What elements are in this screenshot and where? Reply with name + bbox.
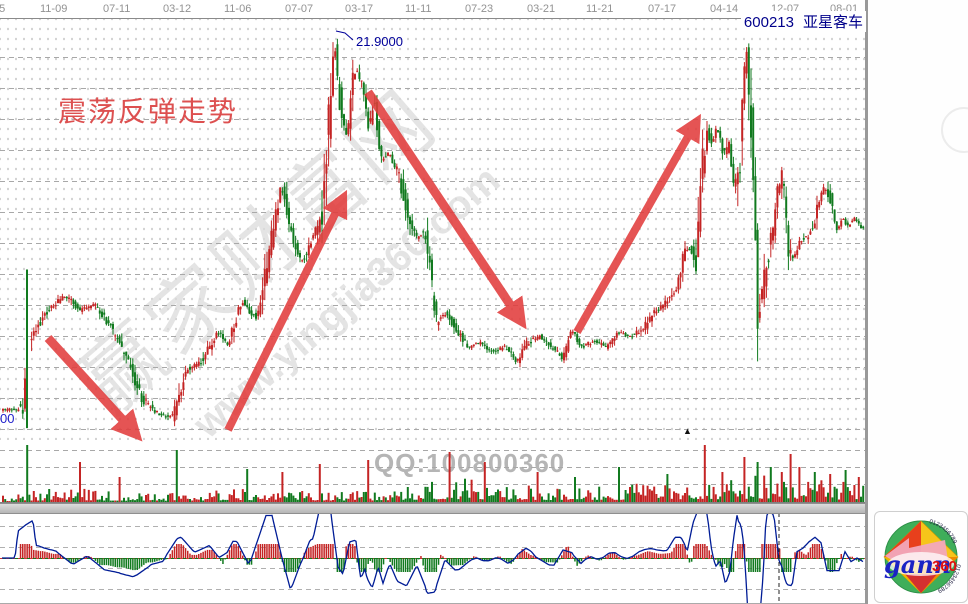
price-pane[interactable] (0, 19, 866, 440)
right-border (865, 0, 868, 604)
stock-title: 600213 亚星客车 (740, 11, 866, 32)
logo-text-gann: gann (884, 550, 951, 579)
logo-text-360: 360 (932, 558, 957, 575)
stock-name: 亚星客车 (802, 14, 863, 31)
axis-date-label: 03-17 (345, 3, 374, 15)
axis-date-label: 11-21 (586, 3, 614, 15)
axis-date-label: 11-11 (405, 3, 432, 15)
left-axis-price-label: 00 (0, 411, 15, 426)
gann360-logo: gann 360 0123456789 0123456789 (874, 511, 968, 603)
gann360-logo-graphic: gann 360 0123456789 0123456789 (883, 519, 961, 594)
axis-date-label: 11-06 (224, 3, 252, 15)
axis-date-label: 03-21 (527, 3, 556, 15)
stock-code: 600213 (743, 14, 794, 31)
top-axis-line (0, 18, 868, 19)
axis-date-label: 07-17 (648, 3, 677, 15)
axis-date-label: 11-09 (40, 3, 68, 15)
pane-splitter[interactable] (0, 503, 866, 514)
peak-price-label: 21.9000 (356, 34, 403, 49)
axis-date-label: 04-14 (710, 3, 739, 15)
triangle-marker-icon: ▲ (683, 426, 692, 436)
axis-date-label: 07-23 (465, 3, 494, 15)
right-margin (868, 0, 968, 604)
axis-date-label: 03-12 (163, 3, 192, 15)
qq-contact-label: QQ:100800360 (374, 448, 566, 478)
trend-annotation: 震荡反弹走势 (58, 96, 239, 127)
axis-date-label: 07-11 (103, 3, 131, 15)
axis-date-label: 07-07 (285, 3, 314, 15)
axis-date-label: 05 (0, 3, 6, 15)
